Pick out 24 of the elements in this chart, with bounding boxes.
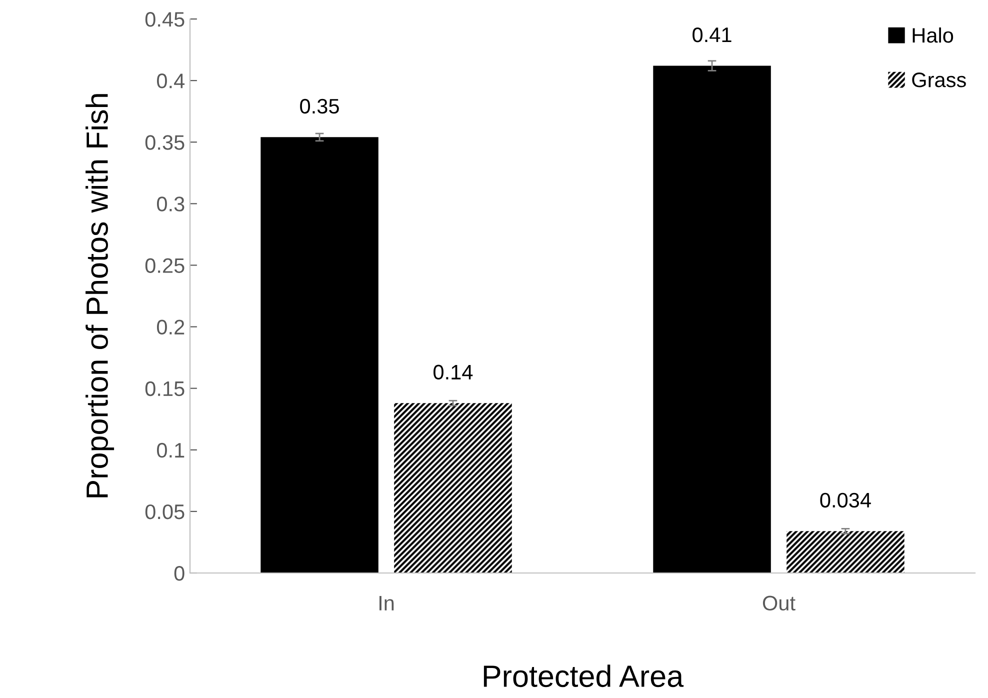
x-tick-label: Out [762,596,796,611]
x-axis-title: Protected Area [484,664,684,688]
legend-label: Grass [912,72,966,88]
y-tick-label: 0.15 [145,381,184,396]
y-tick-label: 0.35 [145,135,184,150]
bar [260,137,378,573]
data-label: 0.41 [692,27,732,42]
y-tick-label: 0.2 [156,320,184,335]
y-tick-label: 0.3 [156,196,184,212]
y-tick-label: 0.4 [156,74,185,88]
bar [653,66,771,573]
bar [394,403,512,573]
data-label: 0.14 [434,364,473,380]
y-tick-label: 0.1 [156,442,184,458]
y-tick-label: 0.05 [145,504,184,520]
x-tick-label: In [379,596,394,610]
y-tick-label: 0 [174,566,184,581]
y-tick-label: 0.45 [145,12,184,27]
y-axis-title: Proportion of Photos with Fish [86,94,114,498]
legend-label: Halo [912,27,954,43]
data-label: 0.35 [300,98,339,114]
data-label: 0.034 [820,492,871,508]
y-tick-label: 0.25 [145,258,184,273]
bar [786,531,904,573]
